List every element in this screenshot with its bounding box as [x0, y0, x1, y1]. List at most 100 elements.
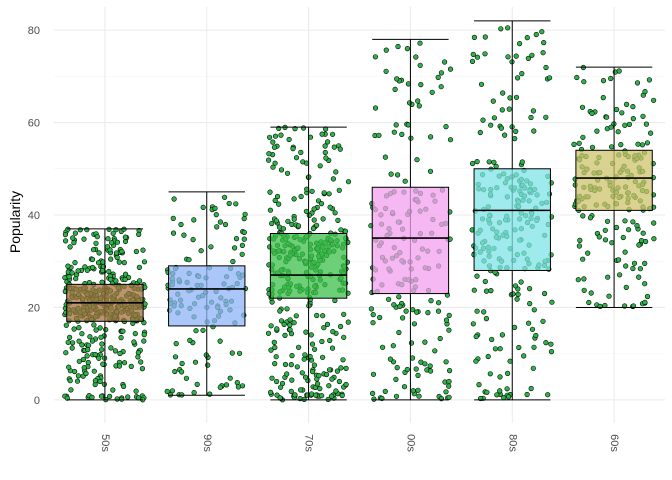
data-point [608, 75, 614, 82]
data-point [179, 369, 185, 375]
data-point [476, 382, 482, 388]
data-point [642, 88, 648, 95]
data-point [278, 384, 284, 390]
data-point [619, 110, 625, 116]
data-point [488, 288, 494, 294]
data-point [524, 391, 530, 398]
data-point [511, 324, 518, 331]
data-point [446, 394, 452, 400]
data-point [414, 157, 420, 163]
data-point [339, 392, 345, 399]
data-point [395, 172, 401, 178]
data-point [319, 131, 325, 137]
data-point [474, 273, 480, 279]
data-point [512, 136, 518, 142]
data-point [84, 267, 90, 273]
data-point [513, 53, 519, 59]
data-point [415, 372, 421, 379]
data-point [438, 70, 445, 76]
data-point [312, 346, 318, 352]
data-point [427, 168, 434, 174]
data-point [470, 51, 476, 58]
data-point [581, 79, 587, 85]
data-point [580, 213, 586, 219]
data-point [269, 220, 275, 227]
data-point [266, 157, 272, 163]
data-point [529, 326, 536, 332]
data-point [418, 81, 424, 88]
data-point [284, 371, 290, 377]
data-point [336, 187, 342, 193]
data-point [530, 365, 536, 371]
data-point [179, 360, 185, 367]
data-point [85, 342, 92, 348]
data-point [85, 359, 91, 366]
data-point [326, 191, 332, 197]
grid-layer [54, 7, 665, 423]
data-point [79, 342, 85, 348]
data-point [417, 62, 423, 68]
data-point [99, 268, 106, 274]
data-point [131, 339, 137, 345]
data-point [116, 363, 123, 369]
data-point [67, 378, 73, 384]
data-point [422, 339, 428, 345]
data-point [298, 193, 304, 200]
data-point [272, 361, 278, 367]
data-point [173, 341, 179, 347]
data-point [602, 227, 608, 233]
data-point [485, 353, 491, 360]
data-point [66, 274, 72, 280]
data-point [526, 286, 533, 292]
data-point [540, 318, 546, 324]
data-point [515, 291, 521, 298]
data-point [330, 329, 336, 335]
data-point [89, 264, 96, 271]
data-point [576, 243, 583, 249]
data-point [99, 279, 105, 285]
data-point [528, 114, 534, 121]
data-point [267, 189, 273, 195]
data-point [286, 136, 292, 143]
data-point [483, 316, 490, 322]
data-point [470, 321, 476, 327]
data-point [635, 141, 641, 147]
y-axis-title: Popularity [7, 191, 23, 253]
data-point [371, 396, 377, 402]
data-point [482, 278, 488, 285]
data-point [512, 283, 519, 289]
data-point [338, 323, 344, 330]
data-point [324, 321, 331, 328]
data-point [506, 394, 512, 400]
box-body [269, 232, 348, 299]
data-point [482, 34, 488, 40]
data-point [400, 315, 406, 321]
data-point [92, 351, 98, 358]
data-point [132, 331, 138, 337]
data-point [447, 137, 454, 143]
data-point [136, 264, 142, 271]
data-point [616, 68, 622, 74]
data-point [91, 368, 97, 374]
data-point [606, 293, 612, 299]
data-point [622, 218, 628, 224]
data-point [192, 359, 199, 365]
box-70s [269, 126, 348, 401]
data-point [113, 278, 119, 284]
data-point [594, 128, 600, 134]
data-point [329, 376, 335, 382]
data-point [291, 320, 297, 326]
data-point [121, 260, 127, 266]
data-point [636, 242, 642, 248]
y-tick-label: 20 [28, 302, 40, 314]
data-point [372, 105, 379, 111]
data-point [241, 216, 247, 222]
data-point [345, 319, 351, 325]
data-point [625, 227, 632, 233]
data-point [292, 392, 298, 398]
data-point [647, 130, 654, 136]
x-tick-label: 00s [405, 434, 417, 452]
data-point [622, 249, 628, 255]
data-point [637, 266, 644, 272]
data-point [447, 66, 454, 72]
